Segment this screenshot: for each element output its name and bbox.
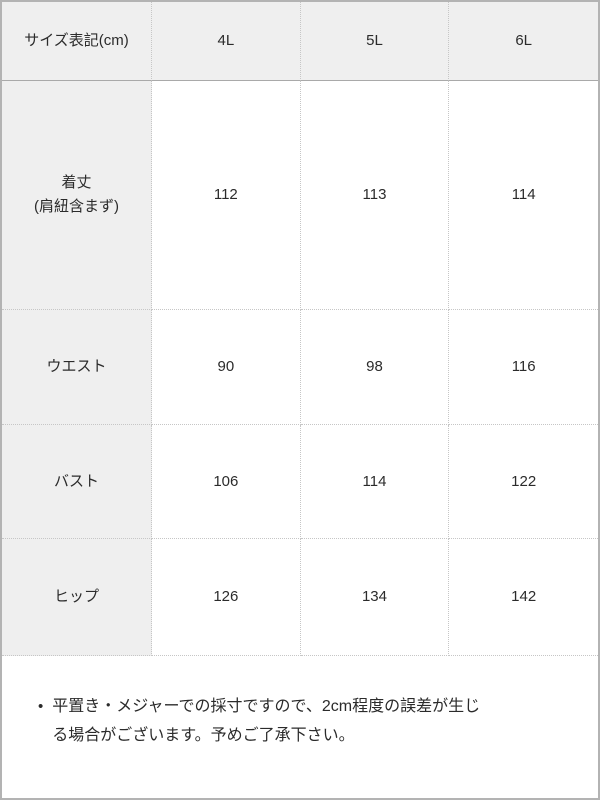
measurement-note: 平置き・メジャーでの採寸ですので、2cm程度の誤差が生じる場合がございます。予め… — [52, 698, 481, 744]
size-col-header-5l: 5L — [300, 2, 450, 81]
value-length-5l: 113 — [300, 81, 450, 310]
value-waist-4l: 90 — [152, 310, 301, 425]
size-col-header-4l: 4L — [152, 2, 301, 81]
row-label-bust: バスト — [2, 425, 152, 539]
value-bust-4l: 106 — [152, 425, 301, 539]
value-waist-5l: 98 — [300, 310, 450, 425]
value-bust-6l: 122 — [449, 425, 598, 539]
value-hip-4l: 126 — [152, 539, 301, 656]
value-hip-5l: 134 — [300, 539, 450, 656]
value-hip-6l: 142 — [449, 539, 598, 656]
value-length-6l: 114 — [449, 81, 598, 310]
bullet-icon: • — [38, 698, 44, 715]
note-row: • 平置き・メジャーでの採寸ですので、2cm程度の誤差が生じる場合がございます。… — [2, 656, 598, 798]
value-waist-6l: 116 — [449, 310, 598, 425]
row-label-hip: ヒップ — [2, 539, 152, 656]
size-col-header-6l: 6L — [449, 2, 598, 81]
size-unit-header-cell: サイズ表記(cm) — [2, 2, 152, 81]
row-label-waist: ウエスト — [2, 310, 152, 425]
value-bust-5l: 114 — [300, 425, 450, 539]
row-label-length: 着丈 (肩紐含まず) — [2, 81, 152, 310]
value-length-4l: 112 — [152, 81, 301, 310]
